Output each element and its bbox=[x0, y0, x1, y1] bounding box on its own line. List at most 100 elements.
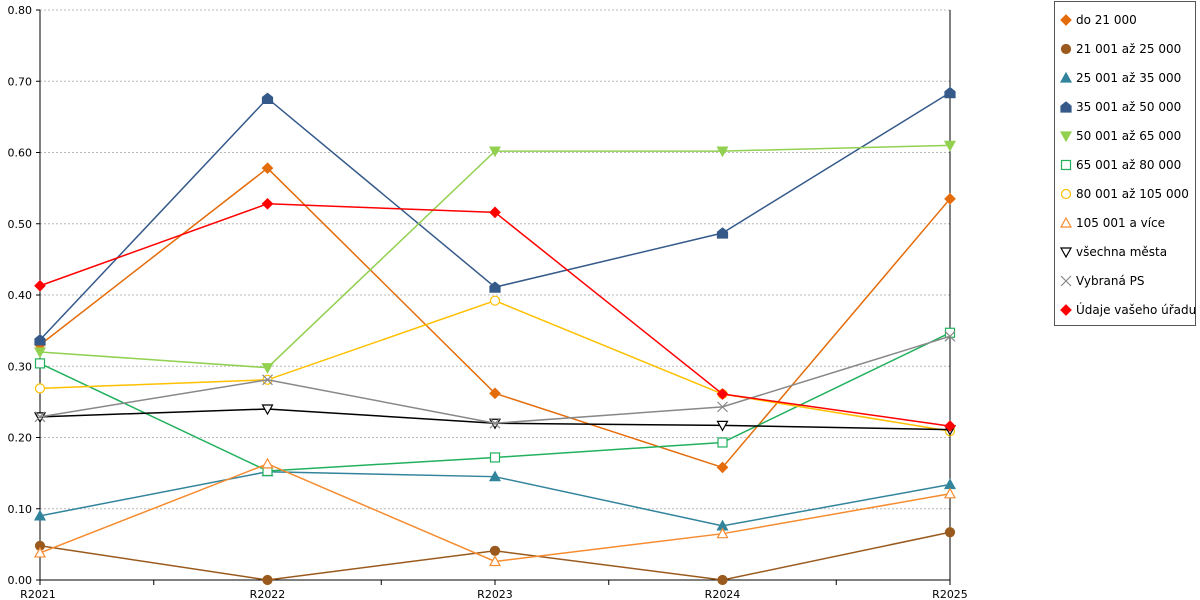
legend-item: Vybraná PS bbox=[1055, 271, 1195, 291]
series-5 bbox=[33, 140, 957, 374]
data-point bbox=[261, 92, 274, 104]
data-point bbox=[34, 383, 46, 394]
legend-item: 21 001 až 25 000 bbox=[1055, 39, 1195, 59]
data-point bbox=[33, 347, 47, 359]
data-point bbox=[261, 457, 274, 469]
y-tick-label: 0.60 bbox=[8, 147, 33, 160]
data-point bbox=[943, 478, 957, 490]
gridlines bbox=[40, 9, 950, 510]
series-4 bbox=[34, 86, 956, 346]
data-point bbox=[489, 206, 501, 219]
data-point bbox=[1060, 188, 1072, 200]
y-tick-label: 0.30 bbox=[8, 360, 33, 373]
data-point bbox=[262, 574, 273, 586]
legend-label: 50 001 až 65 000 bbox=[1076, 129, 1182, 143]
data-point bbox=[944, 420, 956, 432]
data-point bbox=[1060, 43, 1072, 55]
y-tick-label: 0.50 bbox=[8, 218, 33, 231]
data-point bbox=[488, 146, 502, 158]
data-point bbox=[488, 470, 502, 482]
data-point bbox=[1060, 159, 1072, 171]
data-point bbox=[1059, 216, 1073, 228]
legend-label: 80 001 až 105 000 bbox=[1076, 187, 1189, 201]
legend-item: 65 001 až 80 000 bbox=[1055, 155, 1195, 175]
legend-marker bbox=[1060, 43, 1072, 55]
legend-marker bbox=[1059, 247, 1073, 258]
series-layer bbox=[33, 86, 957, 586]
legend: do 21 000 21 001 až 25 000 25 001 až 35 00… bbox=[1054, 1, 1196, 326]
data-point bbox=[943, 140, 957, 152]
series-11 bbox=[34, 197, 956, 432]
y-tick-label: 0.00 bbox=[8, 574, 33, 587]
data-point bbox=[944, 192, 956, 205]
legend-item: 35 001 až 50 000 bbox=[1055, 97, 1195, 117]
legend-marker bbox=[1059, 216, 1073, 228]
data-point bbox=[34, 358, 46, 369]
series-2 bbox=[34, 527, 956, 586]
x-tick-label: R2021 bbox=[20, 588, 56, 600]
series-8 bbox=[33, 457, 957, 567]
legend-label: všechna města bbox=[1076, 245, 1168, 259]
series-line bbox=[39, 144, 951, 369]
legend-marker bbox=[1060, 275, 1072, 287]
data-point bbox=[717, 437, 728, 448]
y-tick-label: 0.70 bbox=[8, 75, 33, 88]
legend-label: 65 001 až 80 000 bbox=[1076, 158, 1182, 172]
legend-label: do 21 000 bbox=[1076, 13, 1137, 27]
legend-label: 25 001 až 35 000 bbox=[1076, 71, 1182, 85]
data-point bbox=[489, 417, 501, 429]
data-point bbox=[489, 295, 501, 306]
series-line bbox=[39, 335, 951, 425]
data-point bbox=[716, 527, 729, 539]
data-point bbox=[716, 388, 729, 400]
line-chart: 0.00 0.10 0.20 0.30 0.40 0.50 0.60 0.70 0.80 R202… bbox=[8, 4, 968, 600]
legend-item: všechna města bbox=[1055, 242, 1195, 262]
legend-item: 50 001 až 65 000 bbox=[1055, 126, 1195, 146]
legend-label: 21 001 až 25 000 bbox=[1076, 42, 1182, 56]
data-point bbox=[1060, 14, 1072, 26]
data-point bbox=[716, 227, 729, 239]
legend-label: 105 001 a více bbox=[1076, 216, 1166, 230]
data-point bbox=[1060, 101, 1072, 113]
legend-marker bbox=[1060, 101, 1072, 113]
series-3 bbox=[33, 465, 957, 531]
legend-item: 80 001 až 105 000 bbox=[1055, 184, 1195, 204]
data-point bbox=[944, 527, 956, 538]
series-line bbox=[39, 332, 951, 472]
data-point bbox=[33, 546, 47, 558]
data-point bbox=[1060, 275, 1072, 287]
data-point bbox=[488, 555, 502, 567]
data-point bbox=[489, 452, 501, 463]
data-point bbox=[262, 374, 273, 386]
x-tick-label: R2025 bbox=[932, 588, 968, 600]
legend-item: Údaje vašeho úřadu bbox=[1055, 300, 1196, 320]
data-point bbox=[34, 334, 46, 346]
y-tick-label: 0.10 bbox=[8, 503, 33, 516]
data-point bbox=[943, 487, 957, 499]
legend-item: do 21 000 bbox=[1055, 10, 1195, 30]
legend-marker bbox=[1059, 71, 1073, 83]
data-point bbox=[489, 281, 501, 293]
data-point bbox=[34, 279, 46, 292]
x-tick-label: R2024 bbox=[705, 588, 741, 600]
data-point bbox=[1060, 304, 1072, 316]
legend-item: 105 001 a více bbox=[1055, 213, 1195, 233]
y-tick-label: 0.20 bbox=[8, 432, 33, 445]
data-point bbox=[944, 330, 956, 342]
legend-label: Vybraná PS bbox=[1076, 274, 1145, 288]
legend-label: 35 001 až 50 000 bbox=[1076, 100, 1182, 114]
x-tick-label: R2022 bbox=[250, 588, 286, 600]
data-point bbox=[261, 404, 274, 416]
legend-item: 25 001 až 35 000 bbox=[1055, 68, 1195, 88]
data-point bbox=[944, 327, 956, 338]
data-point bbox=[33, 509, 47, 521]
series-6 bbox=[34, 327, 956, 477]
legend-marker bbox=[1060, 188, 1072, 200]
data-point bbox=[489, 387, 501, 400]
legend-marker bbox=[1060, 304, 1072, 316]
axes: 0.00 0.10 0.20 0.30 0.40 0.50 0.60 0.70 0.80 R202… bbox=[8, 4, 968, 600]
data-point bbox=[1059, 247, 1073, 258]
data-point bbox=[716, 420, 729, 432]
data-point bbox=[261, 363, 274, 374]
data-point bbox=[261, 162, 274, 175]
